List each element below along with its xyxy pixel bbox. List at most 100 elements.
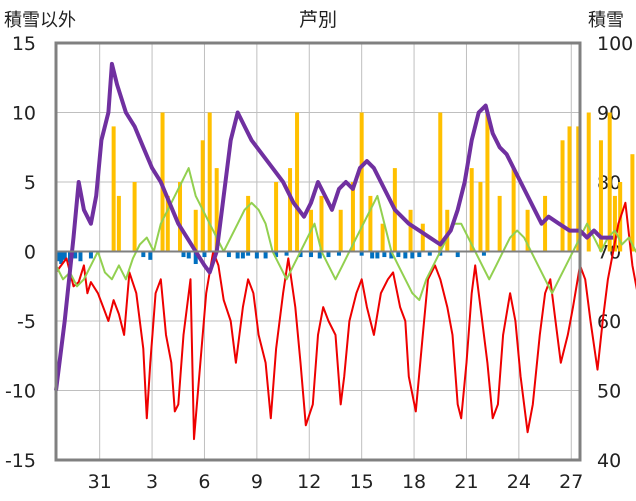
precipitation-bar	[438, 112, 443, 252]
precipitation-bar	[246, 195, 251, 252]
sunshine-bar	[298, 251, 303, 258]
precipitation-bar	[543, 195, 548, 252]
precipitation-bar	[525, 209, 530, 252]
left-tick-label: 10	[12, 103, 36, 125]
precipitation-bar	[350, 182, 355, 252]
precipitation-bar	[207, 112, 212, 252]
precipitation-bar	[445, 209, 450, 252]
precipitation-bar	[338, 209, 343, 252]
precipitation-bar	[598, 140, 603, 252]
sunshine-bar	[410, 251, 415, 259]
sunshine-bar	[202, 251, 207, 258]
precipitation-bar	[111, 126, 116, 252]
precipitation-bar	[214, 168, 219, 252]
precipitation-bar	[586, 112, 591, 252]
precipitation-bar	[319, 195, 324, 252]
sunshine-bar	[455, 251, 460, 258]
sunshine-bar	[427, 251, 432, 256]
left-tick-label: 0	[24, 242, 36, 264]
sunshine-bar	[326, 251, 331, 258]
x-tick-label: 15	[350, 471, 374, 493]
sunshine-bar	[382, 251, 387, 258]
sunshine-bar	[59, 251, 64, 265]
snow-depth-line	[54, 61, 614, 391]
precipitation-bar	[511, 168, 516, 252]
right-tick-label: 100	[597, 33, 633, 55]
precipitation-bar	[178, 182, 183, 252]
left-tick-label: -5	[17, 311, 36, 333]
right-tick-label: 50	[597, 381, 621, 403]
sunshine-bar	[78, 251, 83, 262]
sunshine-bar	[370, 251, 375, 259]
sunshine-bar	[274, 251, 279, 258]
precipitation-bar	[607, 112, 612, 252]
precipitation-bar	[630, 154, 635, 252]
sunshine-bar	[240, 251, 245, 259]
precipitation-bar	[612, 195, 617, 252]
left-tick-label: -15	[5, 450, 36, 472]
right-axis-ticks: 100908070605040	[597, 33, 633, 472]
x-tick-label: 12	[297, 471, 321, 493]
sunshine-bar	[403, 251, 408, 259]
precipitation-bar	[132, 182, 137, 252]
left-tick-label: 15	[12, 33, 36, 55]
sunshine-bar	[193, 251, 198, 265]
precipitation-bar	[274, 182, 279, 252]
x-axis-ticks: 31 3 6 9 12 15 18 21 24 27	[88, 471, 584, 493]
sunshine-bar	[317, 251, 322, 259]
x-tick-label: 27	[559, 471, 583, 493]
precipitation-bar	[485, 112, 490, 252]
precipitation-bar	[567, 126, 572, 252]
sunshine-bar	[88, 251, 93, 259]
sunshine-bars	[55, 251, 486, 265]
precipitation-bar	[560, 140, 565, 252]
sunshine-bar	[389, 251, 394, 259]
precipitation-bar	[295, 112, 300, 252]
precipitation-bar	[469, 168, 474, 252]
precipitation-bar	[288, 168, 293, 252]
right-tick-label: 40	[597, 450, 621, 472]
x-tick-label: 9	[251, 471, 263, 493]
left-axis-ticks: 15 10 5 0 -5 -10 -15	[5, 33, 36, 472]
sunshine-bar	[62, 251, 67, 260]
sunshine-bar	[375, 251, 380, 259]
sunshine-bar	[263, 251, 268, 259]
sunshine-bar	[396, 251, 401, 258]
right-tick-label: 60	[597, 311, 621, 333]
right-axis-title: 積雪	[588, 10, 624, 31]
sunshine-bar	[148, 251, 153, 260]
left-tick-label: -10	[5, 381, 36, 403]
sunshine-bar	[481, 251, 486, 256]
x-tick-label: 31	[88, 471, 112, 493]
x-tick-label: 3	[146, 471, 158, 493]
precipitation-bar	[359, 112, 364, 252]
plot-frame	[54, 41, 582, 462]
sunshine-bar	[55, 251, 60, 262]
chart-title: 芦別	[299, 9, 337, 31]
sunshine-bar	[235, 251, 240, 259]
sunshine-bar	[226, 251, 231, 258]
left-tick-label: 5	[24, 172, 36, 194]
sunshine-bar	[336, 251, 341, 256]
sunshine-bar	[309, 251, 314, 258]
precipitation-bar	[420, 223, 425, 252]
x-tick-label: 21	[454, 471, 478, 493]
precipitation-bar	[576, 126, 581, 252]
sunshine-bar	[359, 251, 364, 256]
x-tick-label: 18	[402, 471, 426, 493]
left-axis-title: 積雪以外	[4, 10, 76, 31]
x-tick-label: 6	[198, 471, 210, 493]
x-tick-label: 24	[507, 471, 531, 493]
sunshine-bar	[186, 251, 191, 259]
precipitation-bar	[165, 195, 170, 252]
precipitation-bar	[408, 209, 413, 252]
temperature-line	[55, 201, 636, 441]
precipitation-bar	[368, 195, 373, 252]
precipitation-bar	[478, 182, 483, 252]
sunshine-bar	[254, 251, 259, 259]
precipitation-bar	[116, 195, 121, 252]
sunshine-bar	[73, 251, 78, 259]
precipitation-bar	[380, 223, 385, 252]
sunshine-bar	[181, 251, 186, 258]
